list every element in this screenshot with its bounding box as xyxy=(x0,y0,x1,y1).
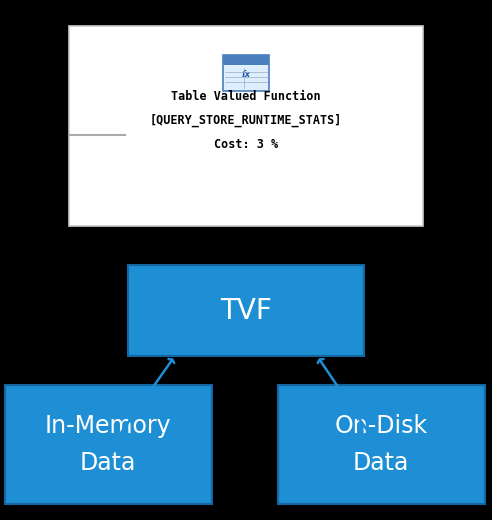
Text: Data: Data xyxy=(353,451,409,475)
FancyBboxPatch shape xyxy=(278,385,485,504)
Text: Table Valued Function: Table Valued Function xyxy=(171,89,321,103)
FancyBboxPatch shape xyxy=(69,26,423,226)
FancyBboxPatch shape xyxy=(128,265,364,356)
Text: Data: Data xyxy=(80,451,136,475)
Text: On-Disk: On-Disk xyxy=(335,414,428,438)
Text: [QUERY_STORE_RUNTIME_STATS]: [QUERY_STORE_RUNTIME_STATS] xyxy=(150,114,342,127)
FancyBboxPatch shape xyxy=(222,55,270,91)
FancyBboxPatch shape xyxy=(222,55,270,65)
Text: Cost: 3 %: Cost: 3 % xyxy=(214,138,278,151)
Text: fx: fx xyxy=(242,70,250,79)
Text: In-Memory: In-Memory xyxy=(45,414,172,438)
FancyBboxPatch shape xyxy=(5,385,212,504)
Text: TVF: TVF xyxy=(220,297,272,324)
